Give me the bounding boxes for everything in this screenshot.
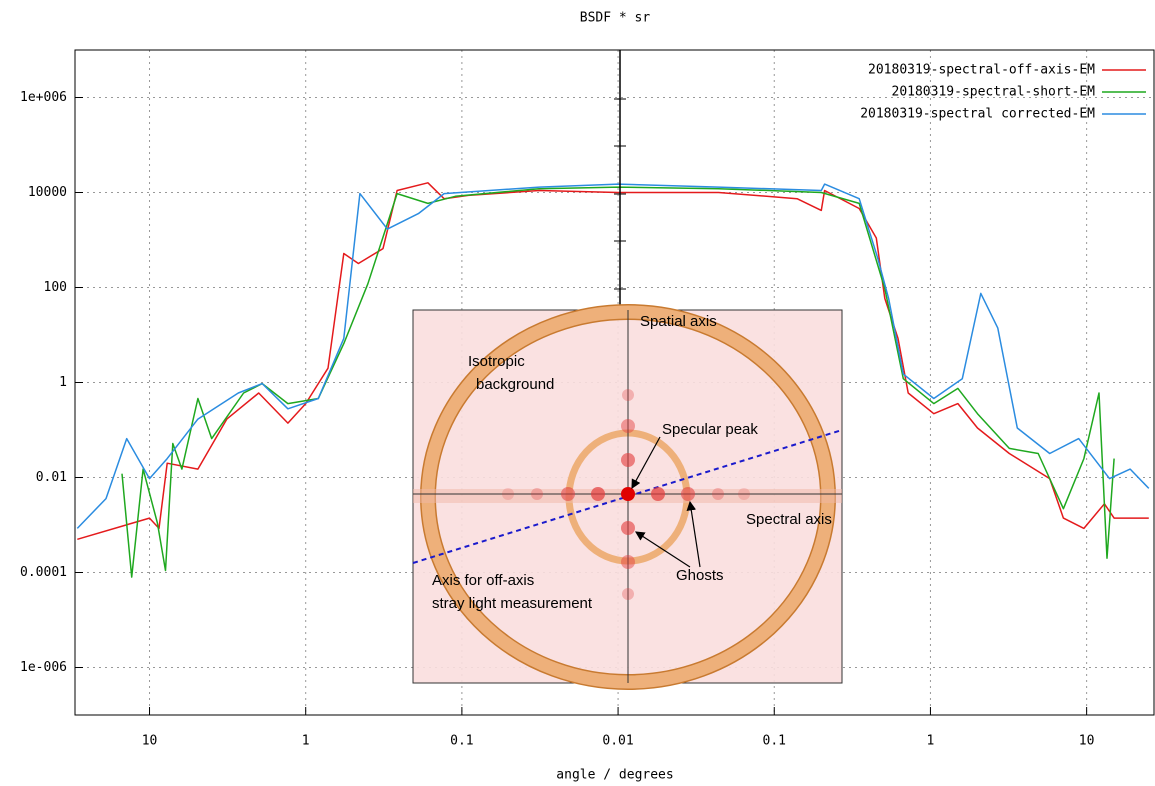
x-tick-label: 1 (302, 734, 310, 749)
annotation: Axis for off-axis (432, 572, 534, 589)
series-line (77, 182, 1149, 541)
annotation: Ghosts (676, 567, 724, 584)
y-tick-label: 1e+006 (20, 90, 67, 105)
legend-label: 20180319-spectral-short-EM (892, 85, 1096, 100)
x-tick-label: 0.1 (763, 734, 786, 749)
x-tick-label: 0.1 (450, 734, 473, 749)
y-tick-label: 1e-006 (20, 660, 67, 675)
x-tick-label: 10 (142, 734, 158, 749)
center-axis-ticks (614, 98, 626, 290)
legend-label: 20180319-spectral corrected-EM (860, 107, 1095, 122)
x-tick-label: 1 (927, 734, 935, 749)
grid (75, 50, 1154, 715)
x-tick-label: 0.01 (602, 734, 633, 749)
y-tick-label: 0.0001 (20, 565, 67, 580)
annotation: background (476, 376, 554, 393)
y-tick-label: 1 (59, 375, 67, 390)
y-tick-label: 10000 (28, 185, 67, 200)
annotation: Isotropic (468, 353, 525, 370)
arrows (631, 436, 701, 568)
legend-label: 20180319-spectral-off-axis-EM (868, 63, 1095, 78)
series-line (76, 183, 1150, 529)
series-line (121, 186, 1115, 578)
annotation: Spatial axis (640, 313, 717, 330)
plot-lines (76, 182, 1150, 578)
chart-title: BSDF * sr (580, 11, 651, 26)
inset-diagram: Spatial axis Isotropic background Specular … (412, 304, 843, 690)
plot-frame (74, 49, 1155, 716)
x-tick-label: 10 (1079, 734, 1095, 749)
y-tick-label: 0.01 (36, 470, 67, 485)
annotation: Specular peak (662, 421, 758, 438)
x-axis-label: angle / degrees (556, 768, 673, 783)
off-axis-line (412, 429, 843, 564)
ghost-dots (502, 389, 750, 600)
annotation: stray light measurement (432, 595, 593, 612)
annotation: Spectral axis (746, 511, 832, 528)
y-tick-label: 100 (44, 280, 67, 295)
